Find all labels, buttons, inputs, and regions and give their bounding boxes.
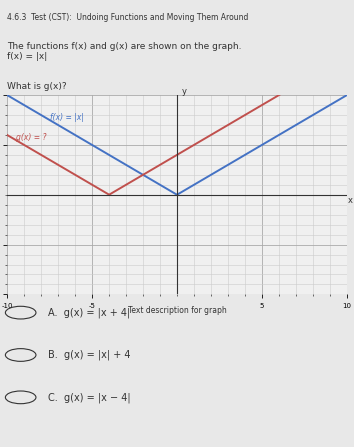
Text: C.  g(x) = |x − 4|: C. g(x) = |x − 4| xyxy=(48,392,131,403)
Text: x: x xyxy=(348,196,353,205)
Text: B.  g(x) = |x| + 4: B. g(x) = |x| + 4 xyxy=(48,350,130,360)
Text: 4.6.3  Test (CST):  Undoing Functions and Moving Them Around: 4.6.3 Test (CST): Undoing Functions and … xyxy=(7,13,249,22)
Text: A.  g(x) = |x + 4|: A. g(x) = |x + 4| xyxy=(48,308,130,318)
Text: g(x) = ?: g(x) = ? xyxy=(16,133,46,142)
Text: f(x) = |x|: f(x) = |x| xyxy=(50,113,84,122)
Text: y: y xyxy=(181,87,186,96)
Text: The functions f(x) and g(x) are shown on the graph.
f(x) = |x|: The functions f(x) and g(x) are shown on… xyxy=(7,42,241,61)
Text: Text description for graph: Text description for graph xyxy=(128,306,226,316)
Text: What is g(x)?: What is g(x)? xyxy=(7,82,67,91)
